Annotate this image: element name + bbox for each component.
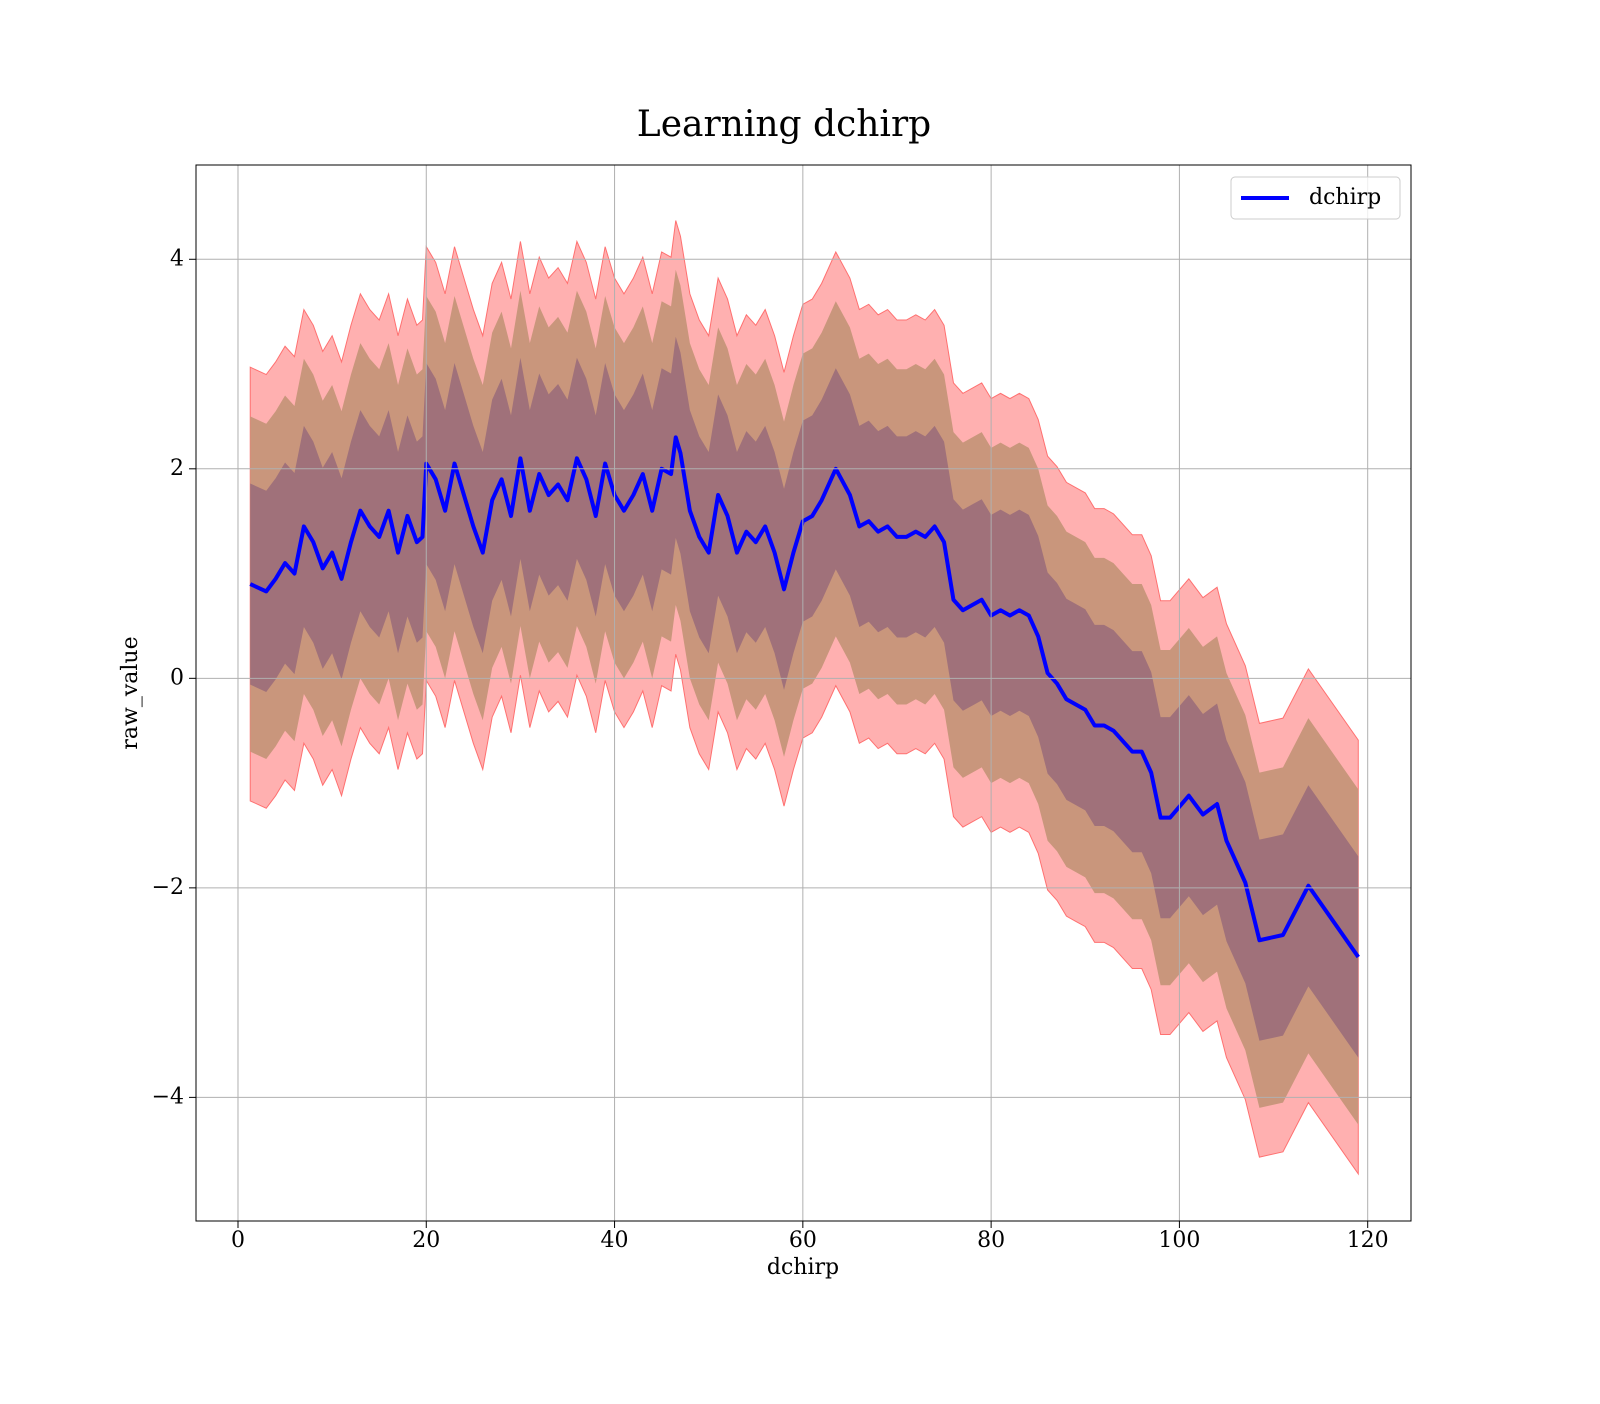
x-tick-label: 40	[601, 1228, 629, 1253]
y-axis-label: raw_value	[118, 636, 143, 749]
x-tick-label: 0	[231, 1228, 245, 1253]
legend-label: dchirp	[1309, 185, 1381, 210]
legend-box	[1230, 176, 1401, 220]
x-tick-label: 100	[1158, 1228, 1200, 1253]
x-tick-label: 60	[789, 1228, 817, 1253]
y-tick-label: 4	[170, 246, 184, 271]
plot-frame	[195, 164, 1412, 1222]
chart-title: Learning dchirp	[637, 104, 931, 145]
confidence-band	[250, 336, 1359, 1058]
y-tick-label: −2	[152, 875, 184, 900]
x-tick-label: 80	[977, 1228, 1005, 1253]
y-tick-label: 2	[170, 456, 184, 481]
line	[249, 435, 1360, 959]
y-tick-label: −4	[152, 1084, 184, 1109]
x-tick-label: 120	[1347, 1228, 1389, 1253]
y-tick-label: 0	[170, 665, 184, 690]
x-tick-label: 20	[412, 1228, 440, 1253]
x-axis-label: dchirp	[767, 1255, 839, 1280]
